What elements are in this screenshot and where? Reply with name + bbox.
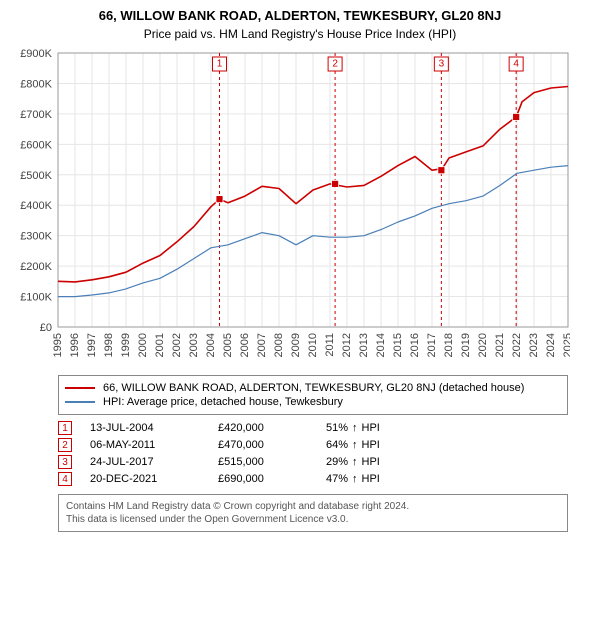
svg-text:2001: 2001 xyxy=(154,333,166,357)
svg-text:2004: 2004 xyxy=(205,333,217,357)
svg-text:2024: 2024 xyxy=(545,333,557,357)
transaction-marker: 4 xyxy=(58,472,72,486)
svg-text:4: 4 xyxy=(513,59,519,70)
svg-text:2003: 2003 xyxy=(188,333,200,357)
svg-text:£300K: £300K xyxy=(20,231,52,243)
svg-text:2005: 2005 xyxy=(222,333,234,357)
svg-text:2015: 2015 xyxy=(392,333,404,357)
transaction-relative: 47% ↑ HPI xyxy=(326,473,416,485)
svg-text:2009: 2009 xyxy=(290,333,302,357)
svg-text:2023: 2023 xyxy=(528,333,540,357)
transaction-percent: 29% xyxy=(326,456,348,468)
svg-text:2: 2 xyxy=(332,59,338,70)
transaction-row: 1 13-JUL-2004 £420,000 51% ↑ HPI xyxy=(58,421,568,435)
transaction-row: 4 20-DEC-2021 £690,000 47% ↑ HPI xyxy=(58,472,568,486)
transaction-vs: HPI xyxy=(362,422,380,434)
transaction-date: 24-JUL-2017 xyxy=(90,456,200,468)
transaction-date: 13-JUL-2004 xyxy=(90,422,200,434)
svg-text:1996: 1996 xyxy=(69,333,81,357)
svg-text:£500K: £500K xyxy=(20,170,52,182)
svg-text:£800K: £800K xyxy=(20,78,52,90)
svg-text:2014: 2014 xyxy=(375,333,387,357)
svg-text:2000: 2000 xyxy=(137,333,149,357)
svg-text:2022: 2022 xyxy=(511,333,523,357)
svg-text:1: 1 xyxy=(217,59,223,70)
transaction-row: 2 06-MAY-2011 £470,000 64% ↑ HPI xyxy=(58,438,568,452)
footer-line-1: Contains HM Land Registry data © Crown c… xyxy=(66,500,560,513)
svg-text:£0: £0 xyxy=(40,322,52,334)
transaction-price: £420,000 xyxy=(218,422,308,434)
svg-text:2008: 2008 xyxy=(273,333,285,357)
svg-text:£200K: £200K xyxy=(20,261,52,273)
transaction-relative: 29% ↑ HPI xyxy=(326,456,416,468)
transaction-marker: 3 xyxy=(58,455,72,469)
legend-row: 66, WILLOW BANK ROAD, ALDERTON, TEWKESBU… xyxy=(65,382,561,394)
svg-text:2013: 2013 xyxy=(358,333,370,357)
transaction-vs: HPI xyxy=(362,456,380,468)
svg-text:£700K: £700K xyxy=(20,109,52,121)
transaction-marker: 2 xyxy=(58,438,72,452)
page-subtitle: Price paid vs. HM Land Registry's House … xyxy=(10,27,590,41)
svg-text:2021: 2021 xyxy=(494,333,506,357)
legend: 66, WILLOW BANK ROAD, ALDERTON, TEWKESBU… xyxy=(58,375,568,415)
transaction-price: £690,000 xyxy=(218,473,308,485)
transactions-table: 1 13-JUL-2004 £420,000 51% ↑ HPI 2 06-MAY-2011 £… xyxy=(58,421,568,486)
legend-label: 66, WILLOW BANK ROAD, ALDERTON, TEWKESBU… xyxy=(103,382,524,394)
arrow-up-icon: ↑ xyxy=(352,456,358,468)
transaction-percent: 51% xyxy=(326,422,348,434)
svg-text:1997: 1997 xyxy=(86,333,98,357)
arrow-up-icon: ↑ xyxy=(352,422,358,434)
arrow-up-icon: ↑ xyxy=(352,473,358,485)
svg-text:2007: 2007 xyxy=(256,333,268,357)
svg-text:2020: 2020 xyxy=(477,333,489,357)
svg-text:2016: 2016 xyxy=(409,333,421,357)
chart-svg: £0 £100K £200K £300K £400K £500K £600K £700K £80… xyxy=(10,47,570,367)
svg-text:2011: 2011 xyxy=(324,333,336,357)
price-chart: £0 £100K £200K £300K £400K £500K £600K £700K £80… xyxy=(10,47,590,367)
transaction-price: £470,000 xyxy=(218,439,308,451)
svg-text:2010: 2010 xyxy=(307,333,319,357)
svg-text:2012: 2012 xyxy=(341,333,353,357)
legend-swatch xyxy=(65,401,95,403)
legend-row: HPI: Average price, detached house, Tewk… xyxy=(65,396,561,408)
transaction-relative: 64% ↑ HPI xyxy=(326,439,416,451)
transaction-date: 06-MAY-2011 xyxy=(90,439,200,451)
svg-text:1995: 1995 xyxy=(52,333,64,357)
legend-swatch xyxy=(65,387,95,389)
page-title: 66, WILLOW BANK ROAD, ALDERTON, TEWKESBU… xyxy=(10,8,590,23)
footer-line-2: This data is licensed under the Open Gov… xyxy=(66,513,560,526)
svg-text:£100K: £100K xyxy=(20,292,52,304)
transaction-row: 3 24-JUL-2017 £515,000 29% ↑ HPI xyxy=(58,455,568,469)
svg-text:£600K: £600K xyxy=(20,139,52,151)
svg-text:2017: 2017 xyxy=(426,333,438,357)
svg-text:1999: 1999 xyxy=(120,333,132,357)
legend-label: HPI: Average price, detached house, Tewk… xyxy=(103,396,343,408)
svg-text:2018: 2018 xyxy=(443,333,455,357)
transaction-relative: 51% ↑ HPI xyxy=(326,422,416,434)
arrow-up-icon: ↑ xyxy=(352,439,358,451)
svg-text:2025: 2025 xyxy=(562,333,570,357)
footer-note: Contains HM Land Registry data © Crown c… xyxy=(58,494,568,532)
svg-text:£400K: £400K xyxy=(20,200,52,212)
transaction-date: 20-DEC-2021 xyxy=(90,473,200,485)
transaction-price: £515,000 xyxy=(218,456,308,468)
svg-text:£900K: £900K xyxy=(20,48,52,60)
svg-text:2019: 2019 xyxy=(460,333,472,357)
svg-text:1998: 1998 xyxy=(103,333,115,357)
svg-text:2002: 2002 xyxy=(171,333,183,357)
svg-text:3: 3 xyxy=(439,59,445,70)
transaction-percent: 64% xyxy=(326,439,348,451)
transaction-vs: HPI xyxy=(362,439,380,451)
svg-text:2006: 2006 xyxy=(239,333,251,357)
transaction-vs: HPI xyxy=(362,473,380,485)
transaction-percent: 47% xyxy=(326,473,348,485)
transaction-marker: 1 xyxy=(58,421,72,435)
